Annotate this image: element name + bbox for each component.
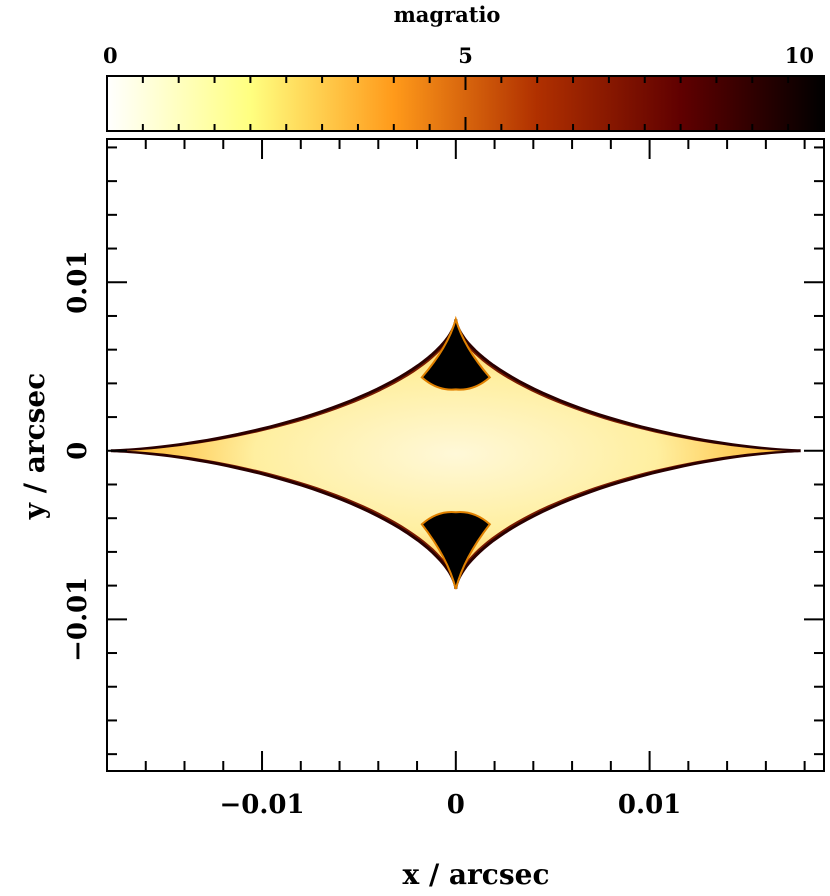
- colorbar-tick-labels: 0 5 10: [103, 43, 814, 68]
- colorbar-tick-label: 0: [103, 43, 118, 68]
- colorbar-title: magratio: [394, 2, 501, 27]
- y-tick-label: 0: [63, 442, 93, 460]
- colorbar-tick-label: 5: [458, 43, 473, 68]
- plot-frame: [106, 138, 825, 772]
- magnification-map: [110, 315, 801, 590]
- cusp-bottom-region: [420, 510, 492, 590]
- y-tick-labels: 0.01 0 −0.01: [63, 251, 93, 662]
- x-tick-labels: −0.01 0 0.01: [219, 790, 681, 820]
- x-tick-label: 0.01: [618, 790, 681, 820]
- y-axis-label: y / arcsec: [18, 373, 51, 521]
- caustic-interior: [122, 323, 789, 585]
- cusp-top-region: [420, 315, 492, 391]
- y-tick-label: −0.01: [63, 577, 93, 662]
- axis-ticks: [107, 139, 824, 771]
- y-tick-label: 0.01: [63, 251, 93, 314]
- x-tick-label: 0: [447, 790, 465, 820]
- x-axis-label: x / arcsec: [403, 858, 550, 891]
- colorbar-tick-label: 10: [785, 43, 814, 68]
- colorbar-ticks: [106, 76, 825, 131]
- x-tick-label: −0.01: [219, 790, 304, 820]
